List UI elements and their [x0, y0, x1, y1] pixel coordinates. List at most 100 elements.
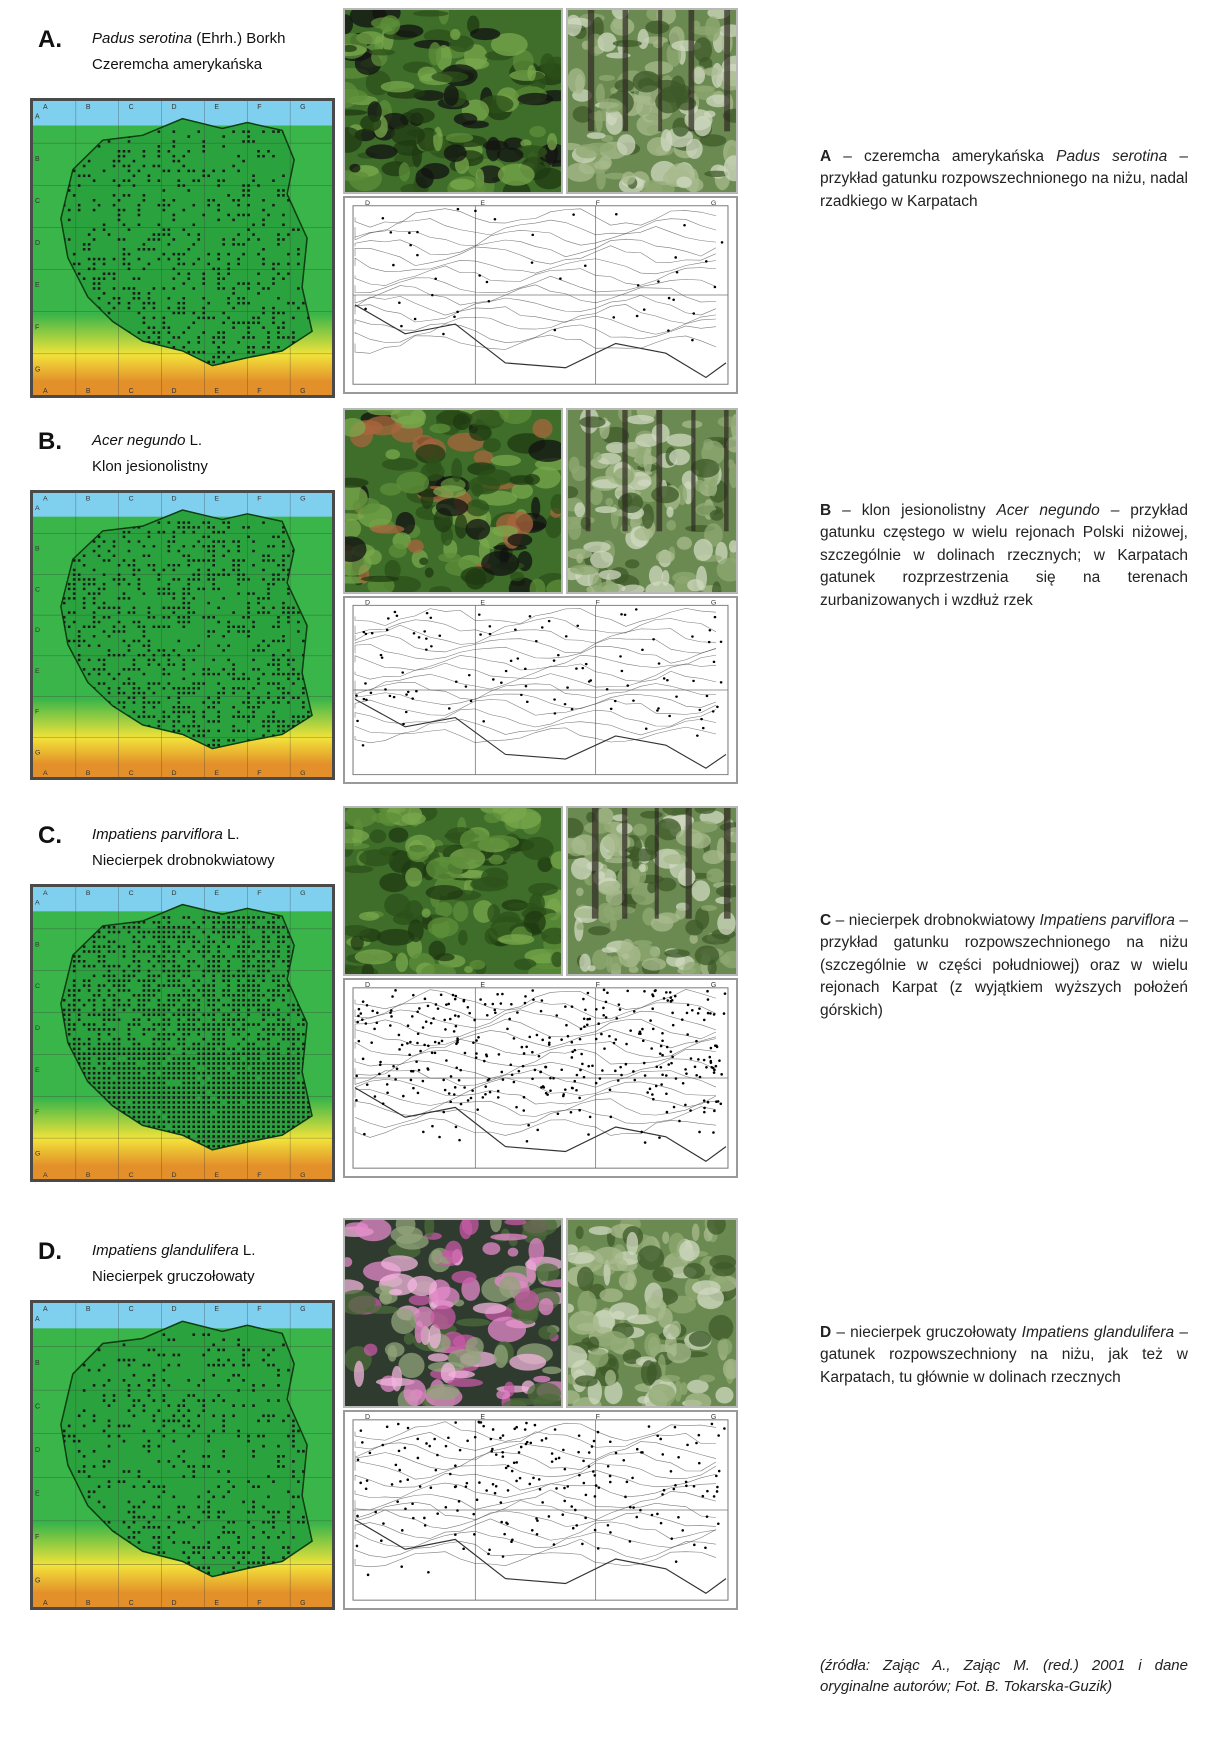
svg-text:E: E [214, 104, 219, 111]
svg-text:A: A [43, 104, 48, 111]
species-genus-epithet: Padus serotina [92, 30, 193, 47]
desc-scientific: Impatiens glandulifera [1021, 1324, 1175, 1341]
svg-text:B: B [86, 770, 91, 777]
svg-text:E: E [214, 1306, 219, 1313]
svg-text:G: G [711, 600, 716, 607]
species-genus-epithet: Acer negundo [92, 432, 186, 449]
species-scientific-name: Acer negundo L. [92, 432, 202, 449]
species-photo-closeup [343, 1218, 563, 1408]
svg-text:B: B [86, 1600, 91, 1607]
svg-text:C: C [35, 587, 40, 594]
svg-text:C: C [129, 770, 134, 777]
desc-letter: D [820, 1324, 832, 1341]
panel-letter: A. [38, 26, 62, 53]
svg-text:C: C [35, 983, 40, 990]
svg-text:B: B [35, 1360, 40, 1367]
svg-text:E: E [35, 1490, 40, 1497]
svg-text:E: E [35, 668, 40, 675]
panel-header-a: A. Padus serotina (Ehrh.) Borkh Czeremcha … [30, 24, 360, 94]
panel-letter: B. [38, 428, 62, 455]
svg-text:D: D [172, 1600, 177, 1607]
desc-scientific: Acer negundo [996, 502, 1100, 519]
svg-text:G: G [35, 367, 40, 374]
species-common-name: Czeremcha amerykańska [92, 56, 263, 73]
svg-text:G: G [35, 1151, 40, 1158]
svg-text:C: C [129, 104, 134, 111]
svg-text:E: E [35, 1067, 40, 1074]
svg-text:A: A [43, 388, 48, 395]
svg-text:C: C [35, 198, 40, 205]
svg-text:F: F [35, 709, 39, 716]
species-genus-epithet: Impatiens parviflora [92, 826, 223, 843]
svg-text:D: D [172, 1172, 177, 1179]
species-photo-habitat [566, 806, 738, 976]
svg-text:F: F [257, 496, 261, 503]
svg-text:D: D [365, 982, 370, 989]
species-photo-habitat [566, 1218, 738, 1408]
panel-header-b: B. Acer negundo L. Klon jesionolistny [30, 426, 360, 496]
svg-text:D: D [172, 770, 177, 777]
svg-text:B: B [35, 156, 40, 163]
svg-text:E: E [214, 388, 219, 395]
desc-letter: C [820, 912, 832, 929]
desc-scientific: Padus serotina [1056, 148, 1168, 165]
desc-common: – niecierpek gruczołowaty [831, 1324, 1022, 1341]
svg-text:G: G [711, 200, 716, 207]
svg-text:C: C [129, 1600, 134, 1607]
species-scientific-name: Impatiens parviflora L. [92, 826, 240, 843]
svg-text:G: G [300, 388, 305, 395]
species-common-name: Klon jesionolistny [92, 458, 208, 475]
desc-letter: B [820, 502, 832, 519]
species-photo-closeup [343, 408, 563, 594]
species-author: (Ehrh.) Borkh [192, 30, 286, 47]
desc-scientific: Impatiens parviflora [1039, 912, 1175, 929]
desc-text: – przykład gatunku rozpowszechnionego na… [820, 148, 1188, 210]
svg-text:D: D [365, 600, 370, 607]
svg-text:G: G [300, 890, 305, 897]
svg-text:E: E [214, 1172, 219, 1179]
species-photo-closeup [343, 806, 563, 976]
desc-common: – klon jesionolistny [831, 502, 997, 519]
svg-text:G: G [300, 770, 305, 777]
svg-text:F: F [35, 324, 39, 331]
desc-common: – niecierpek drobnokwiatowy [831, 912, 1040, 929]
svg-text:D: D [172, 890, 177, 897]
species-author: L. [238, 1242, 256, 1259]
svg-text:G: G [300, 1600, 305, 1607]
svg-text:B: B [86, 104, 91, 111]
species-photo-closeup [343, 8, 563, 194]
svg-text:E: E [214, 770, 219, 777]
svg-text:F: F [35, 1534, 39, 1541]
species-common-name: Niecierpek drobnokwiatowy [92, 852, 275, 869]
desc-letter: A [820, 148, 832, 165]
svg-text:D: D [172, 388, 177, 395]
svg-text:E: E [480, 982, 485, 989]
svg-text:A: A [35, 1316, 40, 1323]
svg-text:F: F [596, 200, 600, 207]
svg-text:G: G [300, 104, 305, 111]
species-photo-habitat [566, 408, 738, 594]
svg-text:D: D [35, 1447, 40, 1454]
svg-text:B: B [86, 890, 91, 897]
svg-text:G: G [711, 982, 716, 989]
svg-text:E: E [214, 890, 219, 897]
carpathian-records [355, 1420, 726, 1577]
poland-outline [60, 509, 313, 750]
svg-text:B: B [86, 1172, 91, 1179]
svg-text:A: A [43, 1306, 48, 1313]
svg-text:D: D [172, 104, 177, 111]
svg-text:A: A [43, 1600, 48, 1607]
svg-text:B: B [35, 546, 40, 553]
carpathian-records [355, 988, 727, 1144]
svg-text:D: D [35, 627, 40, 634]
svg-text:D: D [35, 240, 40, 247]
svg-text:F: F [257, 1172, 261, 1179]
